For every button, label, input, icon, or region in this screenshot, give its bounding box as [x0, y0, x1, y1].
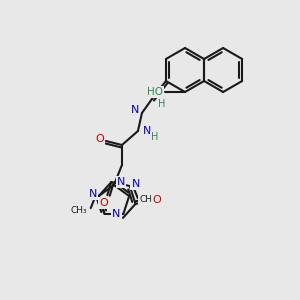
Text: CH₃: CH₃: [140, 196, 156, 205]
Text: O: O: [99, 198, 108, 208]
Text: N: N: [88, 189, 97, 199]
Text: N: N: [112, 209, 121, 219]
Text: HO: HO: [147, 87, 163, 97]
Text: N: N: [143, 126, 151, 136]
Text: N: N: [131, 105, 139, 115]
Text: H: H: [151, 132, 159, 142]
Text: CH₃: CH₃: [70, 206, 87, 214]
Text: N: N: [117, 177, 125, 187]
Text: O: O: [152, 195, 161, 205]
Text: H: H: [158, 99, 166, 109]
Text: N: N: [131, 179, 140, 189]
Text: O: O: [96, 134, 104, 144]
